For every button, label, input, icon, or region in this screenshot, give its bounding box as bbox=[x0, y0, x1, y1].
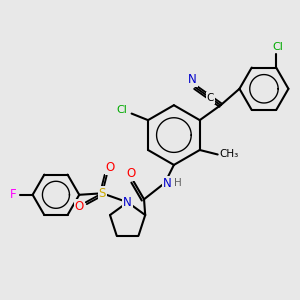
Text: N: N bbox=[188, 73, 197, 86]
Text: O: O bbox=[75, 200, 84, 213]
Text: C: C bbox=[206, 93, 214, 103]
Text: H: H bbox=[174, 178, 181, 188]
Text: N: N bbox=[123, 196, 132, 209]
Text: F: F bbox=[10, 188, 16, 201]
Text: CH₃: CH₃ bbox=[219, 149, 238, 160]
Text: O: O bbox=[106, 161, 115, 174]
Text: Cl: Cl bbox=[117, 105, 128, 115]
Text: Cl: Cl bbox=[272, 42, 283, 52]
Text: S: S bbox=[98, 187, 106, 200]
Text: O: O bbox=[127, 167, 136, 180]
Text: N: N bbox=[163, 177, 171, 190]
